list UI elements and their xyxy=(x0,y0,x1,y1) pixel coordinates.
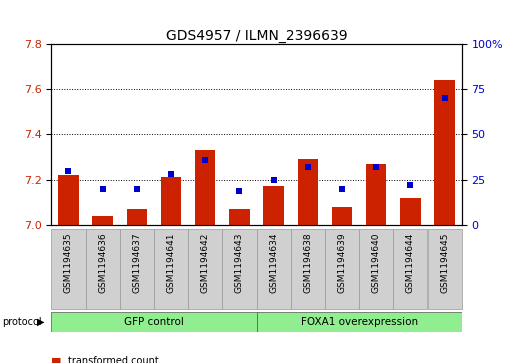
Text: transformed count: transformed count xyxy=(68,356,159,363)
Bar xyxy=(393,229,427,309)
Text: GSM1194634: GSM1194634 xyxy=(269,233,278,293)
Text: GSM1194635: GSM1194635 xyxy=(64,233,73,293)
Text: FOXA1 overexpression: FOXA1 overexpression xyxy=(301,317,418,327)
Bar xyxy=(188,229,222,309)
Bar xyxy=(291,229,325,309)
Text: GSM1194642: GSM1194642 xyxy=(201,233,210,293)
Bar xyxy=(325,229,359,309)
Bar xyxy=(51,312,256,332)
Bar xyxy=(161,178,181,225)
Text: GSM1194645: GSM1194645 xyxy=(440,233,449,293)
Text: GSM1194636: GSM1194636 xyxy=(98,233,107,293)
Bar xyxy=(435,80,455,225)
Text: GSM1194637: GSM1194637 xyxy=(132,233,141,293)
Text: GSM1194643: GSM1194643 xyxy=(235,233,244,293)
Text: ▶: ▶ xyxy=(37,317,45,327)
Text: GSM1194641: GSM1194641 xyxy=(167,233,175,293)
Bar xyxy=(195,150,215,225)
Text: ■: ■ xyxy=(51,356,62,363)
Bar xyxy=(332,207,352,225)
Bar xyxy=(298,159,318,225)
Bar xyxy=(427,229,462,309)
Bar xyxy=(359,229,393,309)
Bar xyxy=(127,209,147,225)
Bar xyxy=(58,175,78,225)
Bar xyxy=(263,187,284,225)
Text: protocol: protocol xyxy=(3,317,42,327)
Bar xyxy=(51,229,86,309)
Text: GSM1194644: GSM1194644 xyxy=(406,233,415,293)
Title: GDS4957 / ILMN_2396639: GDS4957 / ILMN_2396639 xyxy=(166,29,347,42)
Bar xyxy=(229,209,250,225)
Text: GSM1194639: GSM1194639 xyxy=(338,233,346,293)
Bar xyxy=(256,229,291,309)
Bar xyxy=(400,198,421,225)
Text: GFP control: GFP control xyxy=(124,317,184,327)
Bar xyxy=(86,229,120,309)
Bar xyxy=(256,312,462,332)
Bar xyxy=(366,164,386,225)
Bar xyxy=(92,216,113,225)
Bar xyxy=(154,229,188,309)
Text: GSM1194640: GSM1194640 xyxy=(372,233,381,293)
Bar xyxy=(222,229,256,309)
Bar xyxy=(120,229,154,309)
Text: GSM1194638: GSM1194638 xyxy=(303,233,312,293)
